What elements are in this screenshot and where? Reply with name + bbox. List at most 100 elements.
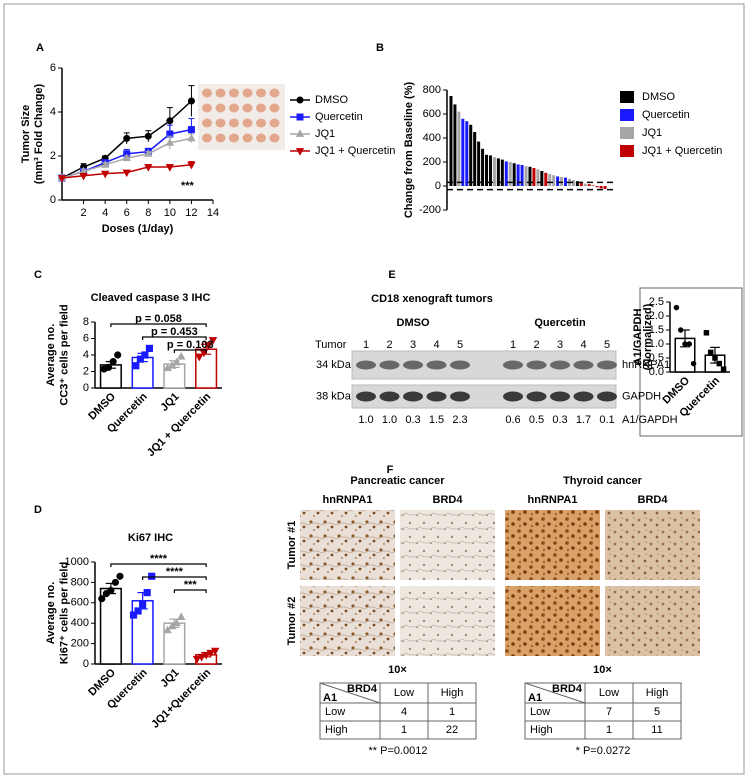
blot-band xyxy=(597,360,617,370)
band-size: 34 kDa xyxy=(316,359,352,371)
lane-label: 3 xyxy=(410,339,416,351)
y-tick-label: 0 xyxy=(435,180,441,192)
table-cell-text: 1 xyxy=(401,724,407,736)
lane-label: 4 xyxy=(580,339,586,351)
marker xyxy=(703,330,710,336)
ratio-label: 0.5 xyxy=(529,414,544,426)
y-axis-label: Tumor Size xyxy=(20,105,32,163)
blot-group-label: Quercetin xyxy=(534,317,586,329)
tumor-thumb xyxy=(269,133,280,143)
legend-label: DMSO xyxy=(315,94,348,106)
significance-bracket xyxy=(142,336,207,340)
marker xyxy=(206,649,215,658)
blot-row-header: Tumor xyxy=(315,339,347,351)
y-tick-label: 0 xyxy=(83,658,89,670)
tumor-thumb xyxy=(242,133,253,143)
marker xyxy=(148,572,156,580)
y-tick-label: 6 xyxy=(83,332,89,344)
table-row-header: A1 xyxy=(323,692,337,704)
marker xyxy=(187,161,196,170)
blot-band xyxy=(379,391,400,402)
marker xyxy=(677,327,684,333)
marker xyxy=(176,351,186,360)
marker xyxy=(176,612,186,621)
tumor-thumb xyxy=(242,88,253,98)
y-tick-label: -200 xyxy=(419,204,441,216)
y-axis-label: (Normalized) xyxy=(642,303,654,370)
y-tick-label: 0.0 xyxy=(649,366,664,378)
tumor-thumb xyxy=(202,118,212,128)
tumor-thumb xyxy=(215,118,226,128)
marker xyxy=(686,341,693,347)
marker xyxy=(172,357,181,366)
cancer-title: Pancreatic cancer xyxy=(350,475,445,487)
marker xyxy=(716,360,723,367)
ihc-image xyxy=(505,510,600,580)
tumor-thumb xyxy=(229,118,239,128)
bar xyxy=(540,171,544,186)
x-tick-label: JQ1 xyxy=(158,391,181,414)
bar xyxy=(587,184,591,186)
y-axis-label: (mm³ Fold Change) xyxy=(33,84,45,185)
panel-label: F xyxy=(387,464,394,476)
blot-group-label: DMSO xyxy=(397,317,430,329)
table-cell xyxy=(632,720,682,740)
bar xyxy=(469,124,473,186)
bar xyxy=(496,158,500,186)
bar xyxy=(583,183,587,186)
legend-label: Quercetin xyxy=(642,109,690,121)
legend-swatch xyxy=(620,91,634,103)
marker xyxy=(295,129,305,137)
marker xyxy=(109,358,117,366)
p-value: ** P=0.0012 xyxy=(368,745,427,757)
marker xyxy=(707,349,714,356)
bar xyxy=(556,176,560,186)
tumor-thumb xyxy=(229,103,239,113)
bar xyxy=(575,181,579,186)
table-cell-text: 22 xyxy=(446,724,458,736)
legend-label: DMSO xyxy=(642,91,675,103)
marker xyxy=(690,360,697,367)
blot-band xyxy=(450,360,470,370)
blot-band xyxy=(526,360,547,370)
marker xyxy=(296,96,304,104)
bar xyxy=(453,104,457,186)
blot-band xyxy=(550,391,570,402)
marker xyxy=(57,175,67,183)
blot-title: CD18 xenograft tumors xyxy=(371,293,493,305)
x-tick-label: 12 xyxy=(185,207,197,219)
x-tick-label: 4 xyxy=(102,207,108,219)
y-tick-label: 1000 xyxy=(65,556,89,568)
significance-label: *** xyxy=(184,579,198,591)
legend-label: JQ1 + Quercetin xyxy=(642,145,722,157)
significance-label: **** xyxy=(150,553,168,565)
bar xyxy=(603,186,607,189)
ratio-label: 1.0 xyxy=(358,414,373,426)
bar xyxy=(560,177,564,186)
marker xyxy=(107,586,115,595)
marker xyxy=(197,653,206,662)
marker xyxy=(163,625,172,634)
table-header: Low xyxy=(394,687,414,699)
y-tick-label: 400 xyxy=(423,132,441,144)
marker xyxy=(114,351,122,359)
panel-label: B xyxy=(376,42,384,54)
tumor-thumb xyxy=(202,133,212,143)
marker xyxy=(673,304,680,311)
lane-label: 5 xyxy=(604,339,610,351)
bar xyxy=(520,165,524,186)
legend-label: JQ1 xyxy=(315,128,335,140)
tumor-thumb xyxy=(202,88,212,98)
y-tick-label: 2 xyxy=(83,365,89,377)
blot-band xyxy=(379,360,400,370)
table-cell-text: High xyxy=(530,724,553,736)
bar xyxy=(579,182,583,186)
ratio-label: 0.3 xyxy=(552,414,567,426)
table-cell-text: 11 xyxy=(651,724,662,736)
y-tick-label: 800 xyxy=(71,576,89,588)
magnification: 10× xyxy=(593,664,612,676)
marker xyxy=(187,97,195,105)
y-axis-label: Ki67⁺ cells per field xyxy=(59,562,71,664)
bar xyxy=(595,186,599,188)
table-diagonal xyxy=(319,682,381,704)
